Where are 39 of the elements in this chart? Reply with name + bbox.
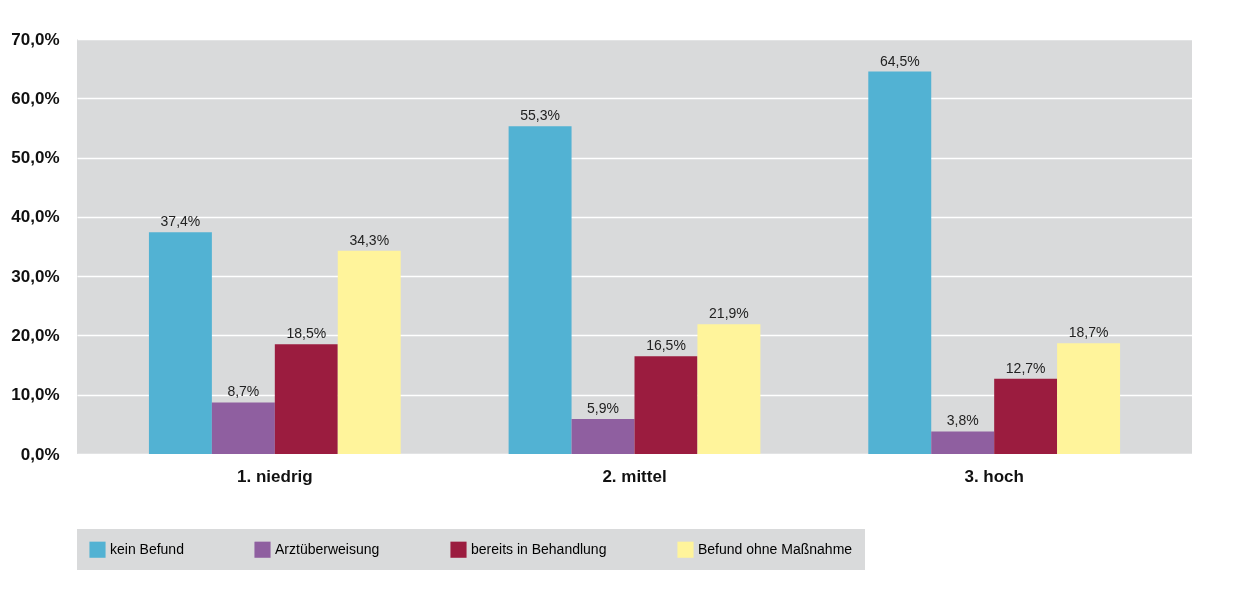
y-tick-label: 10,0%	[11, 385, 60, 405]
data-label: 64,5%	[879, 52, 920, 69]
bar	[274, 344, 338, 454]
data-label: 55,3%	[520, 107, 560, 124]
x-tick-label: 3. hoch	[964, 466, 1024, 486]
bar	[1057, 343, 1121, 454]
x-tick-label: 2. mittel	[602, 466, 667, 486]
data-label: 16,5%	[646, 337, 686, 354]
data-label: 8,7%	[227, 383, 260, 400]
y-tick-label: 70,0%	[11, 29, 60, 49]
y-tick-label: 40,0%	[11, 207, 60, 227]
bar	[337, 250, 401, 454]
legend-label: Arztüberweisung	[275, 540, 380, 557]
bar	[697, 324, 761, 454]
y-tick-label: 50,0%	[11, 148, 60, 168]
data-label: 18,7%	[1068, 324, 1109, 341]
bar	[148, 232, 212, 454]
legend-label: kein Befund	[110, 540, 184, 557]
data-label: 12,7%	[1005, 359, 1046, 376]
bar	[994, 378, 1058, 454]
legend-label: bereits in Behandlung	[471, 540, 607, 557]
bar	[508, 126, 572, 454]
data-label: 37,4%	[160, 213, 201, 230]
data-label: 5,9%	[587, 400, 619, 417]
x-tick-label: 1. niedrig	[237, 466, 313, 486]
bar	[868, 71, 932, 454]
legend-label: Befund ohne Maßnahme	[698, 540, 853, 557]
bar	[211, 402, 275, 454]
data-label: 3,8%	[946, 412, 979, 429]
y-tick-label: 30,0%	[11, 266, 60, 286]
bar	[634, 356, 698, 454]
bar	[571, 419, 635, 454]
y-tick-label: 60,0%	[11, 88, 60, 108]
data-label: 34,3%	[349, 231, 390, 248]
y-tick-label: 0,0%	[20, 444, 60, 464]
bar	[931, 431, 995, 454]
data-label: 18,5%	[286, 325, 327, 342]
data-label: 21,9%	[709, 305, 749, 322]
y-tick-label: 20,0%	[11, 325, 60, 345]
